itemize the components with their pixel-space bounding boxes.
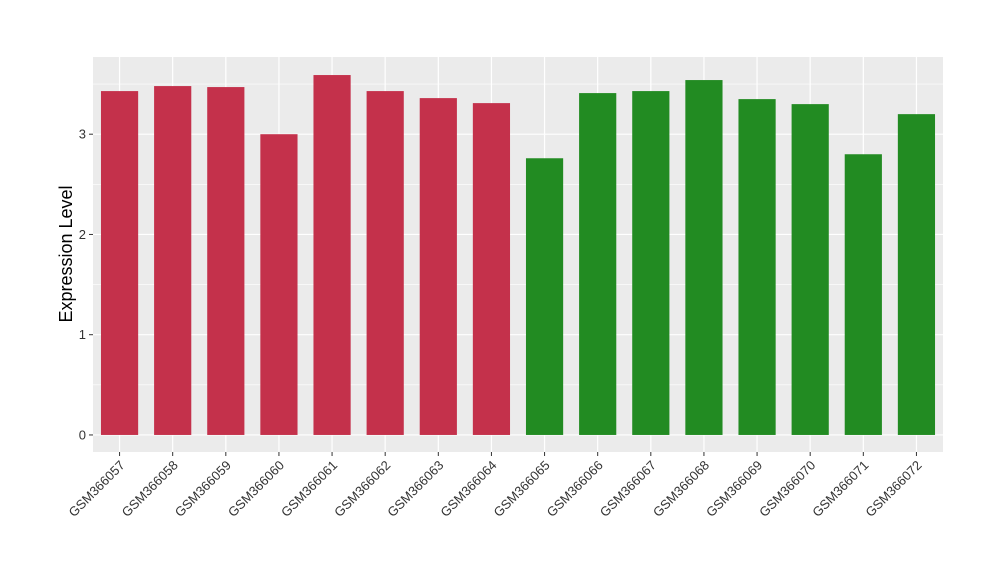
- x-tick-label: GSM366065: [490, 458, 552, 520]
- bar: [791, 104, 829, 435]
- bar: [100, 91, 139, 435]
- x-tick-label: GSM366068: [650, 458, 712, 520]
- y-tick-label: 0: [79, 427, 86, 442]
- x-tick-label: GSM366061: [278, 458, 340, 520]
- bar: [154, 86, 192, 435]
- bar: [897, 114, 936, 435]
- bar: [579, 93, 617, 435]
- bar: [632, 91, 670, 435]
- y-tick-label: 2: [79, 227, 86, 242]
- x-tick-label: GSM366066: [544, 458, 606, 520]
- bar: [525, 158, 564, 435]
- bars: [100, 75, 936, 435]
- x-tick-label: GSM366067: [597, 458, 659, 520]
- x-tick-label: GSM366058: [119, 458, 181, 520]
- bar: [738, 99, 776, 435]
- bar: [419, 98, 457, 435]
- bar: [472, 103, 511, 435]
- y-axis-ticks: 0 1 2 3: [79, 127, 93, 442]
- x-tick-label: GSM366064: [437, 458, 499, 520]
- bar: [207, 87, 245, 435]
- y-tick-label: 1: [79, 327, 86, 342]
- x-tick-label: GSM366057: [65, 458, 127, 520]
- bar: [313, 75, 351, 435]
- x-tick-label: GSM366070: [756, 458, 818, 520]
- bar: [366, 91, 404, 435]
- x-tick-label: GSM366060: [225, 458, 287, 520]
- x-tick-label: GSM366071: [809, 458, 871, 520]
- bar: [685, 80, 723, 435]
- y-tick-label: 3: [79, 127, 86, 142]
- bar: [844, 154, 882, 435]
- y-axis-title: Expression Level: [56, 185, 76, 322]
- x-tick-label: GSM366072: [862, 458, 924, 520]
- x-axis-ticks: GSM366057GSM366058GSM366059GSM366060GSM3…: [65, 452, 925, 520]
- x-tick-label: GSM366062: [331, 458, 393, 520]
- x-tick-label: GSM366069: [703, 458, 765, 520]
- x-tick-label: GSM366063: [384, 458, 446, 520]
- bar: [260, 134, 298, 435]
- x-tick-label: GSM366059: [172, 458, 234, 520]
